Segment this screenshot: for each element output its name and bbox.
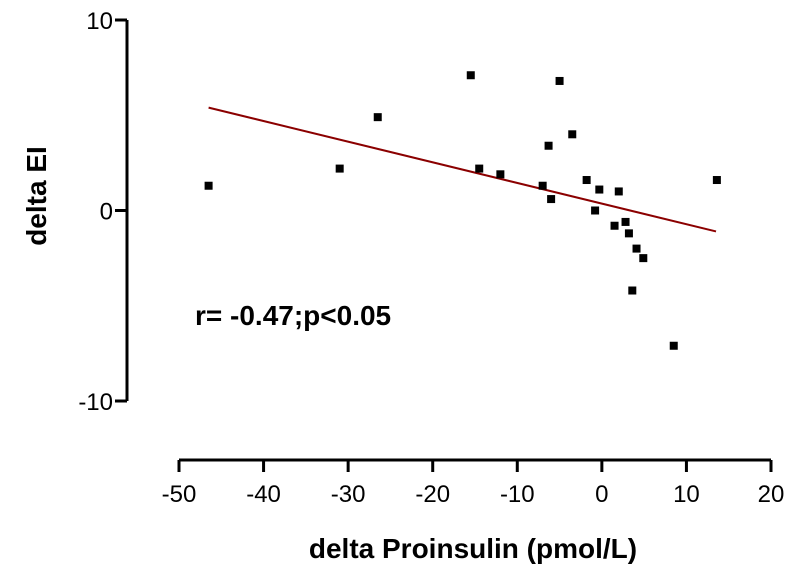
x-axis-title: delta Proinsulin (pmol/L) [309, 533, 637, 564]
regression-line-group [208, 106, 717, 233]
x-tick-label: 20 [758, 481, 785, 508]
data-point [582, 176, 591, 185]
data-point [538, 181, 547, 190]
data-point [466, 71, 475, 80]
data-point [624, 229, 633, 238]
data-point [373, 113, 382, 122]
data-point [475, 164, 484, 173]
data-point [669, 341, 678, 350]
data-point [204, 181, 213, 190]
x-tick-label: -40 [246, 481, 281, 508]
y-tick-label: 0 [100, 199, 113, 226]
data-point [614, 187, 623, 196]
correlation-annotation: r= -0.47;p<0.05 [195, 300, 391, 331]
data-point [632, 244, 641, 253]
data-point [547, 195, 556, 204]
data-point [639, 254, 648, 263]
y-axis: -10 0 10 [78, 8, 129, 416]
y-axis-title: delta EI [21, 146, 52, 246]
x-tick-label: -20 [415, 481, 450, 508]
x-tick-label: -50 [162, 481, 197, 508]
y-tick-label: 10 [86, 8, 113, 35]
data-point [595, 185, 604, 194]
data-point [712, 176, 721, 185]
data-point [555, 76, 564, 85]
data-point [621, 217, 630, 226]
data-point [628, 286, 637, 295]
data-points [204, 71, 721, 350]
regression-line [208, 106, 717, 233]
y-tick-label: -10 [78, 389, 113, 416]
data-point [496, 170, 505, 179]
data-point [591, 206, 600, 215]
data-point [610, 221, 619, 230]
data-point [544, 141, 553, 150]
x-tick-label: 0 [595, 481, 608, 508]
data-point [335, 164, 344, 173]
x-axis: -50 -40 -30 -20 -10 0 10 20 [162, 458, 785, 508]
data-point [568, 130, 577, 139]
x-tick-label: 10 [673, 481, 700, 508]
x-tick-label: -30 [331, 481, 366, 508]
x-tick-label: -10 [500, 481, 535, 508]
